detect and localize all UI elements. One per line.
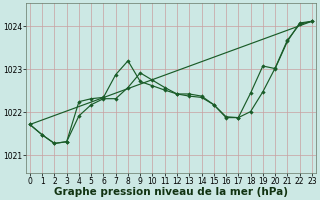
X-axis label: Graphe pression niveau de la mer (hPa): Graphe pression niveau de la mer (hPa) [54,187,288,197]
